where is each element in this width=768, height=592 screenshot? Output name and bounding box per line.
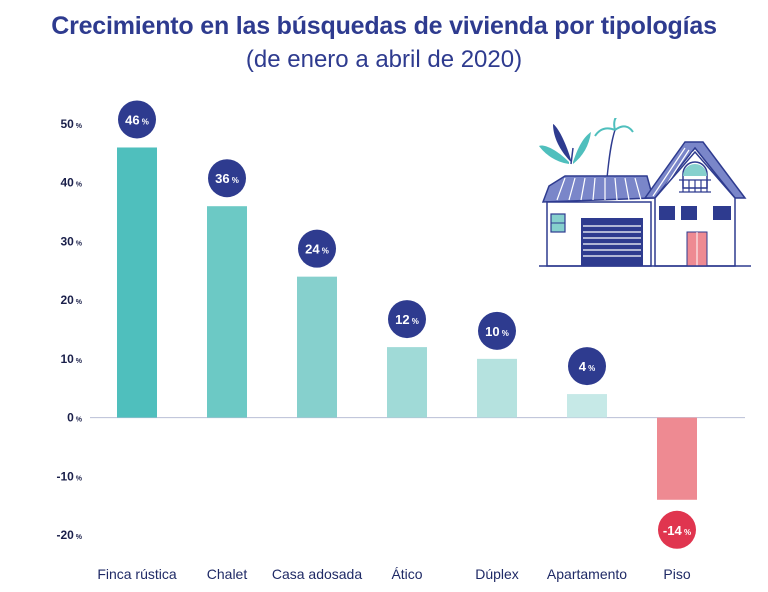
y-tick-label: 20 % (60, 293, 82, 307)
value-badge (478, 311, 516, 350)
chart-title: Crecimiento en las búsquedas de vivienda… (51, 12, 717, 40)
value-badge (298, 229, 336, 268)
x-tick-label: Casa adosada (272, 566, 363, 582)
x-tick-label: Chalet (207, 566, 248, 582)
x-tick-label: Dúplex (475, 566, 519, 582)
value-badge (118, 100, 156, 139)
y-tick-label: -10 % (56, 469, 82, 483)
data-label: -14 % (663, 523, 691, 538)
data-label: 24 % (305, 242, 329, 257)
house-illustration (539, 118, 751, 267)
data-label: 36 % (215, 171, 239, 186)
x-tick-label: Apartamento (547, 566, 627, 582)
value-badge (388, 300, 426, 339)
bars (117, 147, 697, 500)
bar (387, 347, 427, 418)
x-axis-labels: Finca rústica Chalet Casa adosada Ático Dúpl… (97, 566, 691, 582)
y-tick-label: 40 % (60, 176, 82, 190)
value-badge (658, 510, 696, 549)
data-label: 12 % (395, 312, 419, 327)
x-tick-label: Finca rústica (97, 566, 177, 582)
bar (207, 206, 247, 418)
y-tick-label: 30 % (60, 234, 82, 248)
data-label: 4 % (579, 359, 596, 374)
bar (117, 147, 157, 418)
x-tick-label: Piso (663, 566, 690, 582)
value-badge (208, 159, 246, 198)
value-badges: 46 % 36 % 24 % 12 % 10 % 4 % -14 % (118, 100, 696, 549)
chart-subtitle: (de enero a abril de 2020) (245, 46, 523, 73)
bar (297, 276, 337, 418)
bar (477, 358, 517, 418)
value-badge (568, 347, 606, 386)
bar (657, 417, 697, 500)
y-tick-label: 50 % (60, 117, 82, 131)
y-tick-label: -20 % (56, 528, 82, 542)
data-label: 10 % (485, 324, 509, 339)
data-label: 46 % (125, 112, 149, 127)
bar (567, 394, 607, 418)
y-tick-label: 0 % (67, 411, 83, 425)
y-tick-label: 10 % (60, 352, 82, 366)
x-tick-label: Ático (391, 566, 422, 582)
